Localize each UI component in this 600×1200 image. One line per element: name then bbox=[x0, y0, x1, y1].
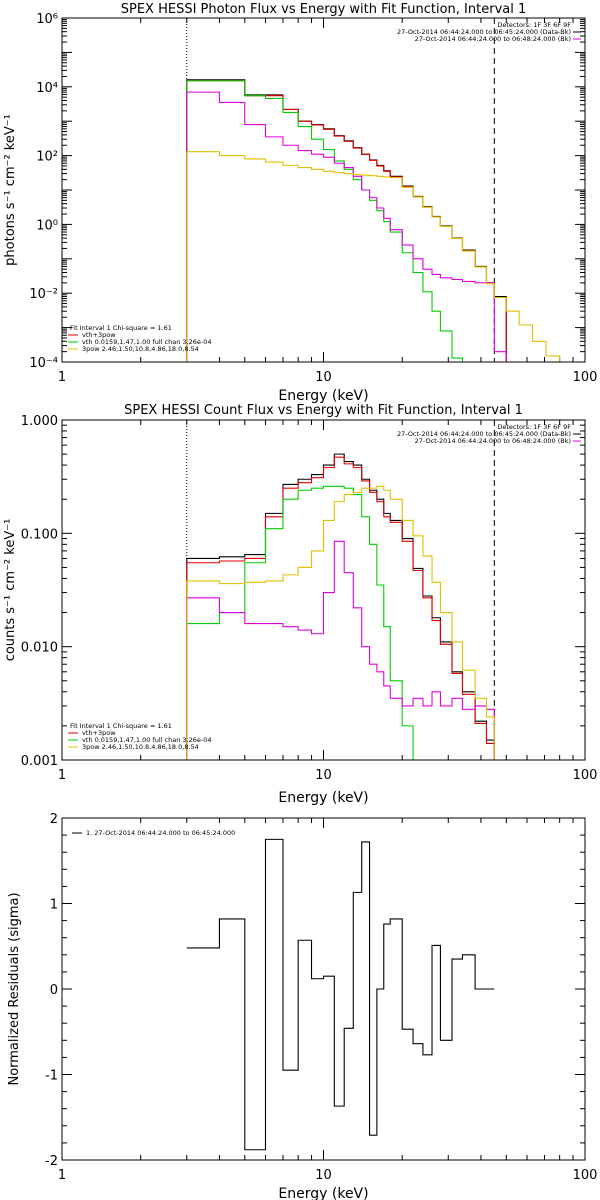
panel-2-title: SPEX HESSI Count Flux vs Energy with Fit… bbox=[124, 403, 523, 418]
panel-1-frame bbox=[61, 17, 586, 363]
x-tick-label: 100 bbox=[573, 370, 598, 385]
series-data-bk-line bbox=[186, 453, 495, 760]
x-tick-label: 1 bbox=[58, 1168, 66, 1183]
series-vth-line bbox=[186, 485, 414, 760]
y-tick-label: 0.010 bbox=[21, 641, 58, 656]
panel-3-xlabel: Energy (keV) bbox=[278, 1186, 368, 1200]
panel-3-ylabel: Normalized Residuals (sigma) bbox=[7, 892, 22, 1085]
x-tick-label: 10 bbox=[315, 768, 332, 783]
series-residuals-line bbox=[186, 838, 495, 1151]
y-tick-label: 1 bbox=[50, 898, 58, 913]
panel-2-xlabel: Energy (keV) bbox=[278, 790, 368, 806]
x-tick-label: 10 bbox=[315, 1168, 332, 1183]
series-data-bk-line bbox=[186, 79, 507, 362]
y-tick-label: 0.001 bbox=[21, 754, 58, 769]
legend-top-entry: Detectors: 1F 3F 6F 9F bbox=[497, 21, 571, 29]
panel-1-title: SPEX HESSI Photon Flux vs Energy with Fi… bbox=[121, 2, 527, 17]
series-3pow-low--line bbox=[186, 91, 507, 362]
legend-top-entry: Detectors: 1F 3F 6F 9F bbox=[497, 423, 571, 431]
panel-2-ylabel: counts s⁻¹ cm⁻² keV⁻¹ bbox=[3, 519, 18, 662]
legend-bottom-entry: vth 0.0159,1.47,1.00 full chan 3.26e-04 bbox=[82, 736, 212, 744]
legend-bottom-entry: vth+3pow bbox=[82, 331, 116, 339]
y-tick-label: 10⁻⁴ bbox=[29, 356, 58, 371]
y-tick-label: 10⁴ bbox=[36, 81, 58, 96]
series-vth-line bbox=[186, 80, 464, 362]
legend-top-entry: 27-Oct-2014 06:44:24.000 to 06:48:24.000… bbox=[415, 35, 571, 43]
panel-1-xlabel: Energy (keV) bbox=[278, 388, 368, 404]
x-tick-label: 100 bbox=[573, 768, 598, 783]
panel-3-frame bbox=[61, 817, 586, 1161]
series-3pow-high--line bbox=[186, 151, 561, 362]
legend-top-entry: 27-Oct-2014 06:44:24.000 to 06:45:24.000… bbox=[397, 430, 571, 438]
series-3pow-low--line bbox=[186, 540, 495, 760]
y-tick-label: -1 bbox=[45, 1069, 58, 1084]
legend-bottom-entry: vth+3pow bbox=[82, 729, 116, 737]
legend-bottom-entry: vth 0.0159,1.47,1.00 full chan 3.26e-04 bbox=[82, 338, 212, 346]
y-tick-label: 10⁻² bbox=[29, 287, 58, 302]
y-tick-label: 1.000 bbox=[21, 414, 58, 429]
legend-bottom-entry: Fit Interval 1 Chi-square = 1.61 bbox=[70, 722, 172, 730]
y-tick-label: 0.100 bbox=[21, 527, 58, 542]
x-tick-label: 1 bbox=[58, 370, 66, 385]
y-tick-label: 10⁰ bbox=[36, 218, 58, 233]
series-3pow-high--line bbox=[186, 485, 495, 760]
panel-1-ylabel: photons s⁻¹ cm⁻² keV⁻¹ bbox=[3, 114, 18, 266]
panel-2-frame bbox=[61, 419, 586, 761]
legend-bottom-entry: Fit Interval 1 Chi-square = 1.61 bbox=[70, 324, 172, 332]
series-vth-3pow-line bbox=[186, 80, 507, 362]
y-tick-label: 10⁶ bbox=[36, 12, 58, 27]
x-tick-label: 10 bbox=[315, 370, 332, 385]
x-tick-label: 1 bbox=[58, 768, 66, 783]
y-tick-label: -2 bbox=[45, 1154, 58, 1169]
legend-top-entry: 27-Oct-2014 06:44:24.000 to 06:45:24.000… bbox=[397, 28, 571, 36]
x-tick-label: 100 bbox=[573, 1168, 598, 1183]
y-tick-label: 2 bbox=[50, 812, 58, 827]
legend-bottom-entry: 3pow 2.46,1.50,10.8,4.86,18.0,8.54 bbox=[82, 345, 199, 353]
legend-bottom-entry: 3pow 2.46,1.50,10.8,4.86,18.0,8.54 bbox=[82, 743, 199, 751]
legend-entry: 1. 27-Oct-2014 06:44:24.000 to 06:45:24.… bbox=[86, 829, 235, 837]
legend-top-entry: 27-Oct-2014 06:44:24.000 to 06:48:24.000… bbox=[415, 437, 571, 445]
series-vth-3pow-line bbox=[186, 456, 495, 760]
y-tick-label: 10² bbox=[36, 150, 58, 165]
y-tick-label: 0 bbox=[50, 983, 58, 998]
